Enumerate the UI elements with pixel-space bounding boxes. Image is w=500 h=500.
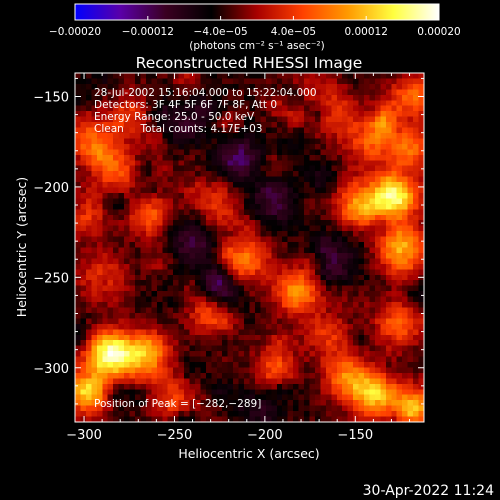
colorbar: −0.00020 −0.00012 −4.0e−05 4.0e−05 0.00012 0.… [49, 3, 461, 52]
x-tick-label: −200 [247, 428, 283, 443]
annotation-time: 28-Jul-2002 15:16:04.000 to 15:22:04.000 [94, 87, 317, 99]
colorbar-tick-label: 4.0e−05 [271, 26, 316, 38]
colorbar-gradient [74, 3, 440, 21]
colorbar-tick-label: −4.0e−05 [194, 26, 248, 38]
colorbar-label: (photons cm⁻² s⁻¹ asec⁻²) [189, 40, 324, 52]
y-tick-label: −150 [33, 91, 69, 106]
plot-area: −300 −250 −200 −150 −150 −200 −250 −300 [33, 72, 425, 443]
annotation-detectors: Detectors: 3F 4F 5F 6F 7F 8F, Att 0 [94, 99, 277, 111]
colorbar-tick-label: −0.00020 [49, 26, 101, 38]
chart-title: Reconstructed RHESSI Image [136, 54, 363, 72]
annotation-clean: Clean Total counts: 4.17E+03 [94, 123, 263, 135]
colorbar-tick-label: 0.00012 [344, 26, 387, 38]
footer-date: 30-Apr-2022 11:24 [363, 483, 494, 499]
x-axis-label: Heliocentric X (arcsec) [178, 446, 319, 461]
x-tick-label: −150 [337, 428, 373, 443]
annotation-energy: Energy Range: 25.0 - 50.0 keV [94, 111, 255, 123]
annotation-peak: Position of Peak = [−282,−289] [94, 398, 261, 410]
colorbar-tick-label: 0.00020 [417, 26, 460, 38]
colorbar-tick-label: −0.00012 [122, 26, 174, 38]
heatmap-image [75, 73, 424, 422]
y-tick-label: −250 [33, 271, 69, 286]
axis-ticks: −300 −250 −200 −150 −150 −200 −250 −300 [33, 73, 424, 443]
y-tick-label: −300 [33, 362, 69, 377]
x-tick-label: −250 [157, 428, 193, 443]
y-axis-label: Heliocentric Y (arcsec) [14, 177, 29, 317]
colorbar-ticks: −0.00020 −0.00012 −4.0e−05 4.0e−05 0.00012 0.… [49, 16, 461, 38]
plot-annotations: 28-Jul-2002 15:16:04.000 to 15:22:04.000… [94, 87, 317, 410]
y-tick-label: −200 [33, 181, 69, 196]
x-tick-label: −300 [66, 428, 102, 443]
plot-frame [74, 72, 425, 423]
